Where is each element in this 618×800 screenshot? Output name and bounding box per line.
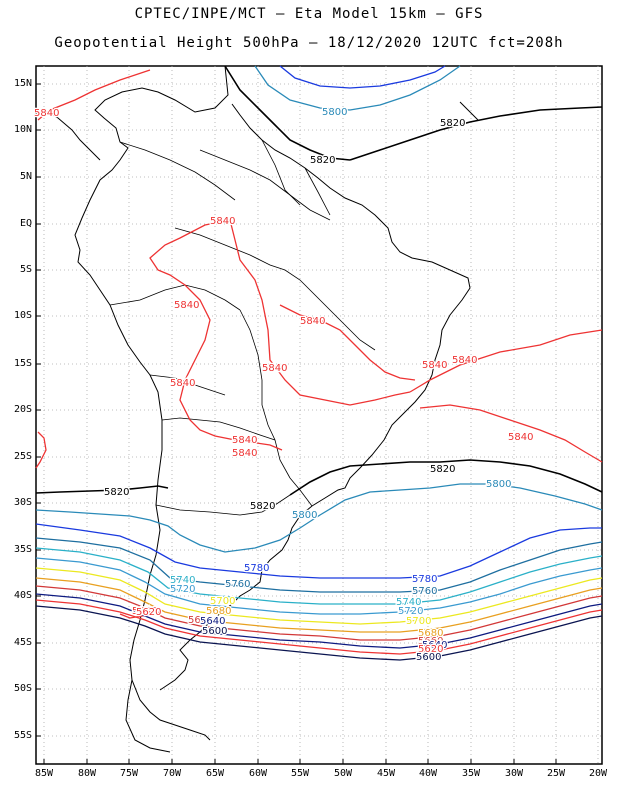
- lon-label: 80W: [77, 768, 97, 779]
- contour-label: 5720: [170, 584, 195, 595]
- lon-label: 25W: [546, 768, 566, 779]
- contour-label: 5820: [310, 155, 335, 166]
- contour-label: 5780: [412, 574, 437, 585]
- lon-label: 35W: [461, 768, 481, 779]
- lon-label: 20W: [588, 768, 608, 779]
- contour-label: 5840: [210, 216, 235, 227]
- contour-label: 5820: [250, 501, 275, 512]
- contour-label: 5620: [136, 607, 161, 618]
- contour-label: 5840: [508, 432, 533, 443]
- contour-lines: [35, 65, 603, 661]
- contour-label: 5760: [225, 579, 250, 590]
- contour-label: 5820: [440, 118, 465, 129]
- lon-label: 70W: [162, 768, 182, 779]
- lat-label: EQ: [19, 218, 32, 229]
- contour-label: 5700: [210, 596, 235, 607]
- plot-frame: [35, 65, 603, 765]
- contour-label: 5840: [170, 378, 195, 389]
- contour-label: 5840: [300, 316, 325, 327]
- contour-label: 5840: [232, 435, 257, 446]
- chart-title-line2: Geopotential Height 500hPa – 18/12/2020 …: [54, 35, 564, 51]
- lat-label: 40S: [13, 590, 32, 601]
- graticule: [36, 66, 602, 764]
- lon-label: 75W: [119, 768, 139, 779]
- lat-label: 35S: [13, 544, 32, 555]
- lat-label: 15N: [13, 78, 32, 89]
- contour-label: 5640: [200, 616, 225, 627]
- contour-label: 5760: [412, 586, 437, 597]
- contour-label: 5680: [418, 628, 443, 639]
- lat-label: 20S: [13, 404, 32, 415]
- contour-labels: 5840 5840 5840 5840 5840 5840 5840 5840 5840 5840…: [33, 106, 535, 665]
- lat-label: 5N: [19, 171, 32, 182]
- contour-label: 5740: [170, 575, 195, 586]
- contour-label: 5640: [422, 640, 447, 651]
- country-borders: [109, 139, 376, 516]
- contour-label: 5840: [262, 363, 287, 374]
- contour-label: 5820: [104, 487, 129, 498]
- contour-label: 5780: [244, 563, 269, 574]
- lon-label: 60W: [248, 768, 268, 779]
- contour-label: 5800: [486, 479, 511, 490]
- lon-label: 45W: [376, 768, 396, 779]
- contour-label: 5840: [34, 108, 59, 119]
- contour-label: 5840: [452, 355, 477, 366]
- lon-label: 30W: [504, 768, 524, 779]
- contour-label: 5660: [418, 636, 443, 647]
- lat-label: 25S: [13, 451, 32, 462]
- lat-label: 15S: [13, 358, 32, 369]
- chart-title-line1: CPTEC/INPE/MCT – Eta Model 15km – GFS: [134, 6, 484, 22]
- contour-label: 5700: [406, 616, 431, 627]
- contour-label: 5740: [396, 597, 421, 608]
- coastlines: [43, 65, 479, 753]
- contour-label: 5660: [188, 615, 213, 626]
- contour-label: 5840: [174, 300, 199, 311]
- lat-label: 55S: [13, 730, 32, 741]
- lon-label: 65W: [205, 768, 225, 779]
- lon-label: 55W: [290, 768, 310, 779]
- contour-label: 5720: [398, 606, 423, 617]
- contour-label: 5840: [132, 606, 157, 617]
- lat-label: 45S: [13, 637, 32, 648]
- contour-label: 5840: [232, 448, 257, 459]
- lat-label: 30S: [13, 497, 32, 508]
- contour-label: 5800: [322, 107, 347, 118]
- contour-label: 5600: [416, 652, 441, 663]
- contour-label: 5800: [292, 510, 317, 521]
- contour-label: 5840: [422, 360, 447, 371]
- lat-label: 10S: [13, 310, 32, 321]
- lat-label: 5S: [19, 264, 32, 275]
- lat-label: 50S: [13, 683, 32, 694]
- lon-label: 85W: [34, 768, 54, 779]
- contour-label: 5620: [418, 644, 443, 655]
- lon-label: 50W: [333, 768, 353, 779]
- contour-label: 5680: [206, 606, 231, 617]
- contour-label: 5820: [430, 464, 455, 475]
- lat-label: 10N: [13, 124, 32, 135]
- lon-label: 40W: [418, 768, 438, 779]
- contour-label: 5600: [202, 626, 227, 637]
- tick-marks: [36, 83, 557, 764]
